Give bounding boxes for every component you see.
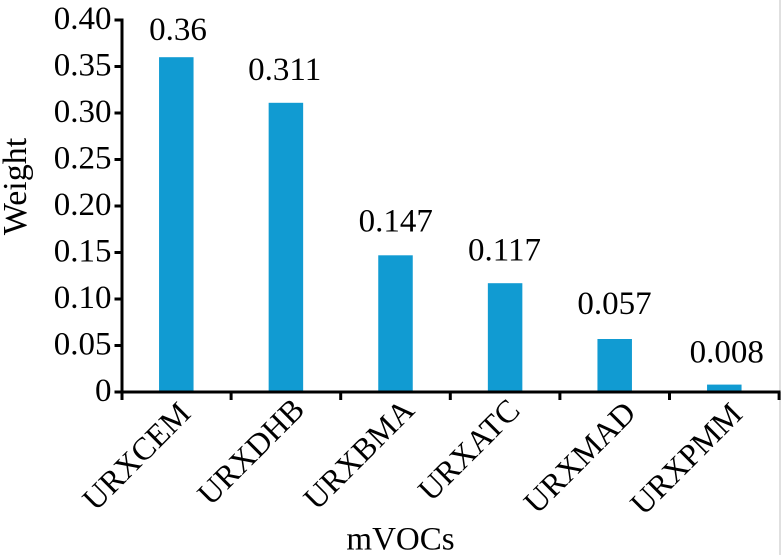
svg-text:0.15: 0.15 [54,233,112,269]
svg-text:0.10: 0.10 [54,280,112,316]
svg-text:0.30: 0.30 [54,94,112,130]
svg-text:0.057: 0.057 [577,286,651,322]
svg-text:0.40: 0.40 [54,1,112,37]
svg-text:mVOCs: mVOCs [346,521,454,555]
svg-text:0.147: 0.147 [359,204,433,240]
svg-text:0.36: 0.36 [149,12,207,48]
svg-text:0.008: 0.008 [690,335,764,371]
svg-text:0: 0 [95,373,112,409]
svg-text:0.25: 0.25 [54,140,112,176]
svg-text:0.117: 0.117 [468,233,541,269]
svg-text:0.05: 0.05 [54,326,112,362]
svg-text:0.35: 0.35 [54,47,112,83]
svg-text:Weight: Weight [0,137,34,235]
svg-text:0.20: 0.20 [54,187,112,223]
svg-text:0.311: 0.311 [248,52,321,88]
